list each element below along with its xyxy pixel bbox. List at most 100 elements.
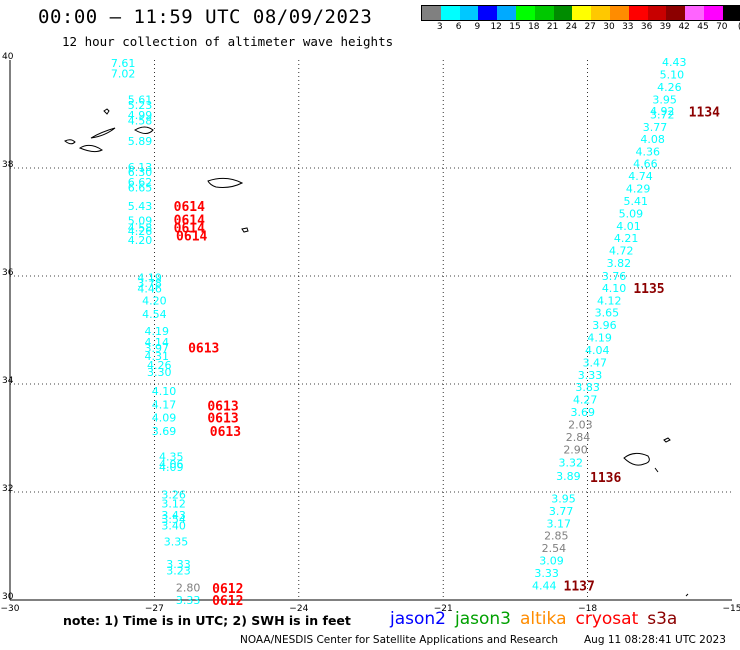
color-swatch	[685, 6, 704, 20]
wave-height-value: 3.32	[559, 456, 584, 469]
wave-height-value: 7.02	[111, 68, 136, 81]
wave-height-value: 5.41	[623, 195, 648, 208]
color-scale-legend	[421, 5, 740, 21]
wave-height-value: 6.65	[128, 181, 153, 194]
color-swatch	[422, 6, 441, 20]
wave-height-value: 3.40	[161, 519, 186, 532]
lon-tick-label: −15	[723, 604, 740, 614]
color-swatch	[515, 6, 535, 20]
color-scale-label: 27	[584, 22, 596, 32]
island-flores	[103, 108, 110, 115]
wave-height-value: 4.72	[609, 245, 634, 258]
wave-height-value: 3.43	[161, 509, 186, 522]
wave-height-value: 3.82	[607, 257, 632, 270]
wave-height-value: 3.35	[164, 536, 189, 549]
wave-height-value: 6.30	[128, 166, 153, 179]
color-scale-label: 42	[678, 22, 690, 32]
lat-tick-label: 40	[2, 52, 14, 62]
color-scale-label: 33	[622, 22, 634, 32]
wave-height-value: 3.77	[643, 121, 668, 134]
wave-height-value: 5.09	[128, 214, 153, 227]
island-faial	[64, 139, 76, 145]
wave-height-value: 2.84	[566, 431, 591, 444]
wave-height-value: 3.83	[575, 381, 600, 394]
lat-tick-label: 32	[2, 484, 13, 494]
wave-height-value: 5.89	[128, 135, 153, 148]
color-scale-label: 6	[455, 22, 462, 32]
pass-time-label: 1137	[564, 579, 595, 594]
island-desertas	[654, 467, 689, 597]
wave-height-value: 4.26	[128, 225, 153, 238]
island-terceira	[134, 126, 154, 134]
color-swatch	[591, 6, 610, 20]
wave-height-value: 5.43	[128, 200, 153, 213]
wave-height-value: 4.58	[128, 221, 153, 234]
credit-text: NOAA/NESDIS Center for Satellite Applica…	[240, 634, 558, 646]
wave-height-value: 3.78	[137, 277, 162, 290]
color-scale-label: 39	[659, 22, 672, 32]
pass-time-label: 0614	[176, 230, 207, 245]
wave-height-value: 5.23	[128, 99, 153, 112]
wave-height-value: 4.14	[145, 336, 170, 349]
wave-height-value: 4.10	[602, 282, 627, 295]
pass-time-labels: 0614061406140614061306130613061306120612…	[174, 105, 721, 609]
color-scale-label: 45	[697, 22, 709, 32]
pass-time-label: 1135	[633, 282, 664, 297]
wave-height-value: 3.72	[650, 109, 675, 122]
coastline-islands	[64, 108, 689, 597]
pass-time-label: 0614	[174, 200, 205, 215]
wave-height-value: 4.04	[585, 344, 610, 357]
island-santa-maria	[241, 227, 249, 233]
satellite-s3a: s3a	[647, 609, 678, 629]
wave-height-value: 3.23	[166, 564, 191, 577]
wave-height-value: 2.90	[563, 443, 588, 456]
wave-height-value: 6.62	[128, 176, 153, 189]
color-swatch	[440, 6, 460, 20]
wave-height-value: 4.21	[614, 232, 639, 245]
wave-height-value: 3.95	[551, 492, 576, 505]
wave-height-value: 4.36	[636, 145, 661, 158]
color-swatch	[722, 6, 740, 20]
color-swatch	[478, 6, 498, 20]
color-swatch	[703, 6, 723, 20]
wave-height-value: 4.66	[633, 158, 658, 171]
color-scale-label: 3	[436, 22, 443, 32]
wave-height-value: 4.43	[662, 56, 687, 69]
pass-time-label: 0614	[174, 221, 205, 236]
color-swatch	[459, 6, 479, 20]
color-swatch	[628, 6, 648, 20]
wave-height-value: 4.09	[152, 411, 177, 424]
color-swatch	[666, 6, 686, 20]
lat-tick-label: 36	[2, 268, 14, 278]
wave-height-value: 4.99	[128, 109, 153, 122]
satellite-jason3: jason3	[455, 609, 511, 629]
color-scale-label: 12	[490, 22, 502, 32]
wave-height-value: 7.61	[111, 57, 136, 70]
satellite-cryosat: cryosat	[575, 609, 639, 629]
map-frame	[9, 60, 732, 601]
wave-height-value: 3.54	[161, 513, 186, 526]
wave-height-value: 4.92	[650, 105, 675, 118]
wave-height-value: 4.26	[147, 359, 172, 372]
wave-height-value: 4.09	[159, 461, 184, 474]
wave-height-value: 2.03	[568, 419, 593, 432]
wave-height-value: 3.69	[152, 425, 177, 438]
lat-tick-label: 38	[2, 160, 14, 170]
lon-tick-label: −30	[1, 604, 20, 614]
wave-height-value: 4.17	[152, 399, 177, 412]
island-porto-santo	[663, 437, 671, 443]
wave-height-value: 3.97	[145, 342, 170, 355]
wave-height-value: 4.26	[657, 81, 682, 94]
credit-line: NOAA/NESDIS Center for Satellite Applica…	[240, 634, 726, 646]
wave-height-value: 4.19	[145, 325, 170, 338]
altimeter-tracks: 7.617.025.615.234.994.585.896.136.306.62…	[111, 56, 687, 607]
wave-height-value: 3.30	[147, 366, 172, 379]
wave-height-value: 4.19	[587, 332, 612, 345]
color-swatch	[497, 6, 516, 20]
pass-time-label: 0612	[212, 582, 243, 597]
wave-height-value: 3.76	[602, 270, 627, 283]
color-scale-label: 15	[509, 22, 521, 32]
lat-tick-label: 30	[2, 592, 14, 602]
